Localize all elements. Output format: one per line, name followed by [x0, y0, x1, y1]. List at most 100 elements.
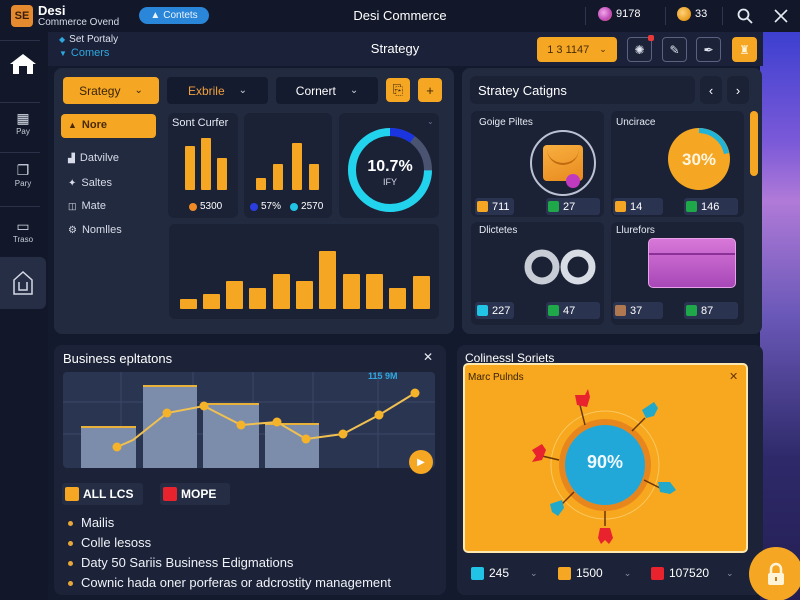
- document-icon: ❐: [16, 162, 30, 178]
- menu-item-nomlles[interactable]: ⚙ Nomlles: [68, 224, 122, 236]
- coins-value: 9178: [616, 8, 641, 20]
- rail-home[interactable]: [0, 52, 46, 76]
- footer-select-1[interactable]: 245 ⌄: [471, 566, 538, 580]
- chart-annotation: 115 9M: [368, 371, 398, 381]
- close-icon[interactable]: ✕: [729, 371, 739, 383]
- content-dropdown[interactable]: Cornert ⌄: [276, 77, 378, 104]
- chip-value: 146: [701, 200, 720, 213]
- stat-chip: 87: [684, 302, 738, 319]
- menu-item-active[interactable]: [61, 114, 156, 138]
- bar: [309, 164, 319, 190]
- stat-chip: 47: [546, 302, 600, 319]
- legend-all-lcs[interactable]: ALL LCS: [62, 483, 144, 505]
- bar: [273, 164, 283, 190]
- scrollbar-thumb[interactable]: [750, 111, 758, 176]
- search-icon[interactable]: [734, 5, 756, 27]
- house-outline-icon: [13, 270, 33, 295]
- rail-label: Pay: [16, 127, 30, 136]
- menu-label: Saltes: [81, 177, 112, 189]
- explore-dropdown[interactable]: Exbrile ⌄: [167, 77, 268, 104]
- chevron-left-icon: ‹: [708, 82, 714, 98]
- breadcrumb-item-2[interactable]: ▼ Comers: [59, 47, 109, 59]
- chart-legend: 57% 2570: [250, 201, 323, 212]
- footer-select-3[interactable]: 107520 ⌄: [651, 566, 734, 580]
- radial-target-diagram: [532, 389, 676, 544]
- bar: [296, 281, 313, 309]
- chevron-down-icon[interactable]: ⌄: [427, 117, 434, 126]
- castle-button[interactable]: ♜: [732, 37, 757, 62]
- footer-value: 1500: [576, 566, 603, 580]
- donut-label: IFY: [382, 177, 397, 187]
- legend-dot: [290, 202, 299, 211]
- next-button[interactable]: ›: [727, 76, 749, 104]
- folder-icon: ▭: [16, 218, 30, 234]
- contacts-label: Contets: [163, 10, 198, 21]
- percent-value: 30%: [681, 150, 717, 169]
- bar: [273, 274, 290, 309]
- close-icon[interactable]: [770, 5, 792, 27]
- legend-value: 5300: [200, 201, 223, 212]
- close-icon[interactable]: ✕: [423, 350, 434, 364]
- play-button[interactable]: ▶: [409, 450, 433, 474]
- chip-value: 87: [701, 304, 714, 317]
- rail-pary[interactable]: ❐ Pary: [0, 162, 46, 188]
- prev-button[interactable]: ‹: [700, 76, 722, 104]
- green-swatch: [548, 305, 559, 316]
- bar: [366, 274, 383, 309]
- divider: [585, 7, 586, 25]
- rail-traso[interactable]: ▭ Traso: [0, 218, 46, 244]
- coin-icon: [598, 7, 612, 21]
- cyan-swatch: [477, 305, 488, 316]
- legend-value: 2570: [301, 201, 324, 212]
- divider: [0, 206, 40, 207]
- brain-button[interactable]: ✺: [627, 35, 654, 62]
- rail-active-item[interactable]: [0, 257, 46, 309]
- feather-button[interactable]: ✒: [696, 37, 721, 62]
- bar: [226, 281, 243, 309]
- menu-label: Nore: [81, 119, 107, 131]
- percent-pie: [668, 128, 730, 190]
- bullet-item: Mailis: [68, 513, 391, 533]
- chevron-down-icon: ⌄: [238, 85, 248, 96]
- timer-icon: ◫: [68, 200, 77, 211]
- bar: [256, 178, 266, 190]
- menu-item-datvilve[interactable]: ▟ Datvilve: [68, 152, 119, 164]
- envelope-image: [530, 130, 596, 196]
- bar: [201, 138, 211, 190]
- menu-item-saltes[interactable]: ✦ Saltes: [68, 177, 112, 189]
- footer-value: 245: [489, 566, 510, 580]
- clipboard-button[interactable]: ⎘: [386, 78, 410, 102]
- grid-icon: ▦: [16, 110, 30, 126]
- rail-label: Traso: [12, 235, 34, 244]
- lock-button[interactable]: [749, 547, 800, 600]
- menu-label: Mate: [81, 200, 106, 212]
- contacts-button[interactable]: ▲ Contets: [139, 7, 209, 24]
- strategy-dropdown[interactable]: Srategy ⌄: [63, 77, 159, 104]
- bullet-text: Daty 50 Sariis Business Edigmations: [81, 555, 294, 570]
- pen-button[interactable]: ✎: [662, 37, 687, 62]
- gems-stat[interactable]: 33: [677, 7, 707, 21]
- pen-icon: ✎: [669, 42, 680, 57]
- bar-chart-icon: ▟: [68, 152, 75, 163]
- add-button[interactable]: +: [418, 78, 442, 102]
- coins-stat[interactable]: 9178: [598, 7, 640, 21]
- date-select[interactable]: 1 3 1147 ⌄: [537, 37, 617, 62]
- menu-item-mate[interactable]: ◫ Mate: [68, 200, 106, 212]
- legend-dot: [189, 202, 197, 211]
- page-title: Strategy: [370, 41, 420, 56]
- donut-value: 10.7%: [367, 158, 413, 175]
- chevron-right-icon: ›: [735, 82, 741, 98]
- chevron-down-icon: ⌄: [530, 567, 538, 578]
- menu-item-nore[interactable]: ▲ Nore: [68, 119, 107, 131]
- dropdown-label: Exbrile: [187, 83, 225, 98]
- divider: [722, 7, 723, 25]
- legend-mope[interactable]: MOPE: [160, 483, 231, 505]
- bar: [319, 251, 336, 309]
- footer-select-2[interactable]: 1500 ⌄: [558, 566, 631, 580]
- campaign-title: Dlictetes: [479, 225, 518, 236]
- orange-swatch: [65, 487, 79, 501]
- rail-pay[interactable]: ▦ Pay: [0, 110, 46, 136]
- chevron-down-icon: ⌄: [726, 567, 734, 578]
- breadcrumb-item-1[interactable]: ◆ Set Portaly: [59, 34, 118, 45]
- campaigns-title: Stratey Catigns: [478, 83, 567, 98]
